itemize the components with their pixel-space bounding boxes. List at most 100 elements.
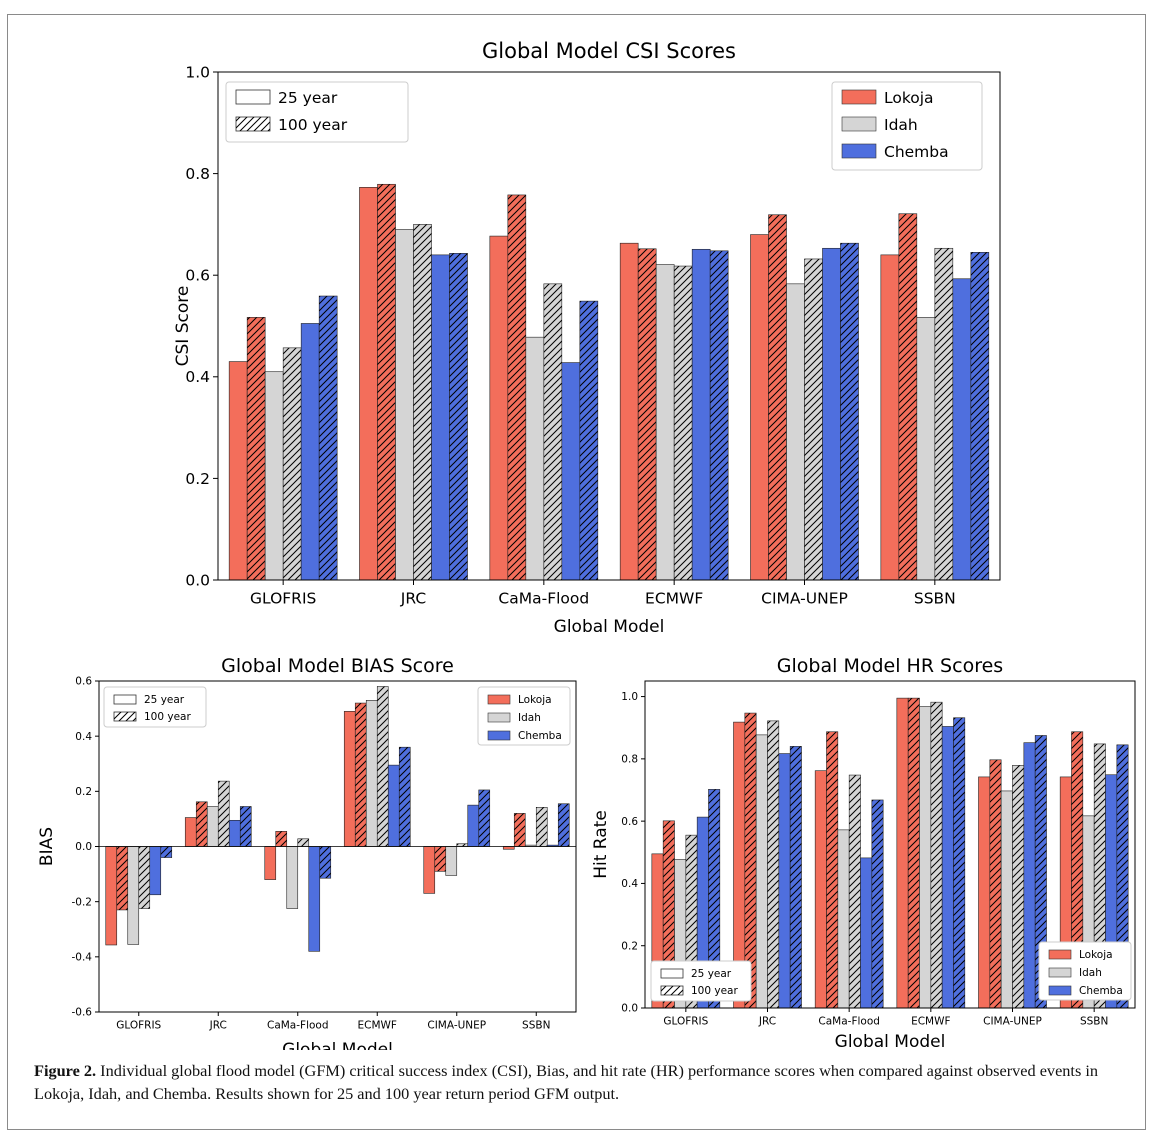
bar-hatch	[989, 759, 1002, 1008]
plot-frame	[217, 71, 1001, 581]
x-tick-label: JRC	[758, 1016, 776, 1028]
bar-chemba-25yr	[778, 753, 791, 1009]
bar-hatch	[558, 803, 570, 847]
figure-canvas: 0.0 0.2 0.4 0.6 0.8 1.0 GLOFRIS JRC CaMa-Flood EC…	[37, 39, 1136, 1050]
legend-swatch	[660, 968, 684, 979]
bar-hatch	[674, 266, 693, 580]
bar-idah-25yr	[445, 846, 458, 876]
bar-hatch	[970, 252, 989, 580]
bar-hatch	[247, 317, 266, 580]
legend-label: 25 year	[144, 694, 185, 706]
y-tick-label: 1.0	[621, 691, 638, 703]
x-axis-label: Global Model	[554, 617, 665, 637]
bar-idah-25yr	[525, 336, 545, 581]
bar-chemba-25yr	[149, 846, 162, 896]
y-tick-label: 0.4	[185, 368, 210, 386]
bar-hatch	[767, 720, 779, 1008]
chart-title: Global Model BIAS Score	[221, 655, 454, 677]
bar-hatch	[377, 184, 396, 580]
bar-hatch	[710, 250, 729, 581]
y-tick-label: 0.8	[185, 165, 210, 183]
bar-lokoja-25yr	[105, 846, 118, 946]
chart-0: 0.0 0.2 0.4 0.6 0.8 1.0 GLOFRIS JRC CaMa-Flood EC…	[173, 39, 1001, 637]
bar-idah-25yr	[286, 846, 299, 909]
x-axis-label: Global Model	[282, 1040, 393, 1050]
legend-sites: Lokoja Idah Chemba	[1038, 941, 1132, 1001]
y-tick-label: 0.0	[75, 841, 92, 853]
y-tick-label: -0.4	[72, 952, 93, 964]
bar-hatch	[478, 789, 490, 847]
x-tick-label: JRC	[209, 1020, 227, 1032]
bar-lokoja-25yr	[880, 254, 900, 581]
bar-chemba-25yr	[952, 278, 972, 581]
legend-label: Lokoja	[1079, 949, 1113, 961]
legend-swatch	[113, 694, 137, 705]
y-tick-label: 0.6	[621, 816, 638, 828]
bar-chemba-25yr	[860, 857, 873, 1009]
x-tick-label: SSBN	[1080, 1016, 1108, 1028]
bar-idah-25yr	[786, 283, 805, 581]
bar-chemba-25yr	[822, 247, 841, 581]
bar-lokoja-25yr	[184, 817, 197, 847]
y-tick-label: 0.0	[621, 1003, 638, 1015]
x-tick-label: ECMWF	[911, 1016, 950, 1028]
bar-idah-25yr	[264, 371, 284, 581]
bar-idah-25yr	[837, 829, 850, 1009]
x-tick-label: ECMWF	[358, 1020, 397, 1032]
bar-idah-25yr	[655, 264, 675, 581]
x-tick-label: GLOFRIS	[663, 1016, 708, 1028]
bar-hatch	[708, 789, 720, 1008]
legend-label: 100 year	[691, 985, 738, 997]
legend-label: Chemba	[1079, 985, 1123, 997]
bar-chemba-25yr	[300, 323, 320, 581]
bar-idah-25yr	[395, 229, 414, 581]
y-tick-label: 0.2	[621, 940, 638, 952]
bar-hatch	[790, 746, 802, 1008]
bar-lokoja-25yr	[423, 846, 436, 894]
x-tick-label: CaMa-Flood	[498, 590, 589, 608]
legend-swatch-idah	[1048, 967, 1072, 978]
y-axis-label: BIAS	[37, 827, 57, 866]
bar-hatch	[543, 283, 562, 580]
bar-hatch	[319, 846, 331, 879]
bar-hatch	[434, 846, 446, 872]
bar-idah-25yr	[206, 806, 219, 847]
bar-lokoja-25yr	[228, 361, 248, 581]
bar-hatch	[377, 686, 389, 847]
bar-hatch	[1035, 735, 1047, 1008]
bar-idah-25yr	[755, 734, 768, 1009]
y-tick-label: 0.2	[185, 470, 210, 488]
chart-1: -0.6 -0.4 -0.2 0.0 0.2 0.4 0.6 GLOFRIS JRC CaMa-F…	[37, 655, 577, 1050]
y-tick-label: -0.2	[72, 896, 93, 908]
legend-swatch-chemba	[1048, 985, 1072, 996]
y-tick-label: 1.0	[185, 63, 210, 81]
bar-lokoja-25yr	[264, 846, 277, 880]
legend-swatch-chemba	[487, 730, 511, 741]
legend-label: Idah	[518, 712, 541, 724]
legend-return-period: 25 year 100 year	[650, 960, 752, 1002]
legend-label: Chemba	[884, 143, 949, 161]
y-tick-label: 0.8	[621, 754, 638, 766]
bar-hatch	[536, 807, 548, 847]
bar-hatch	[804, 258, 823, 580]
bar-lokoja-25yr	[978, 776, 991, 1009]
legend-swatch-hatch	[661, 986, 683, 995]
x-tick-label: CIMA-UNEP	[983, 1016, 1042, 1028]
bar-hatch	[514, 813, 526, 847]
bar-hatch	[138, 846, 150, 909]
bar-hatch	[953, 717, 965, 1008]
figure-caption: Figure 2. Individual global flood model …	[34, 1059, 1134, 1105]
legend-label: Lokoja	[884, 89, 934, 107]
bar-hatch	[399, 747, 411, 847]
bar-hatch	[116, 846, 128, 910]
legend-swatch-idah	[487, 712, 511, 723]
legend-label: 25 year	[278, 89, 338, 107]
legend-box	[225, 81, 409, 143]
legend-return-period: 25 year 100 year	[225, 81, 409, 143]
bar-hatch	[898, 213, 917, 580]
legend-swatch-lokoja	[487, 694, 511, 705]
legend-swatch-lokoja	[1048, 949, 1072, 960]
chart-title: Global Model CSI Scores	[482, 39, 736, 63]
bar-hatch	[840, 243, 859, 581]
caption-label: Figure 2.	[34, 1061, 97, 1080]
